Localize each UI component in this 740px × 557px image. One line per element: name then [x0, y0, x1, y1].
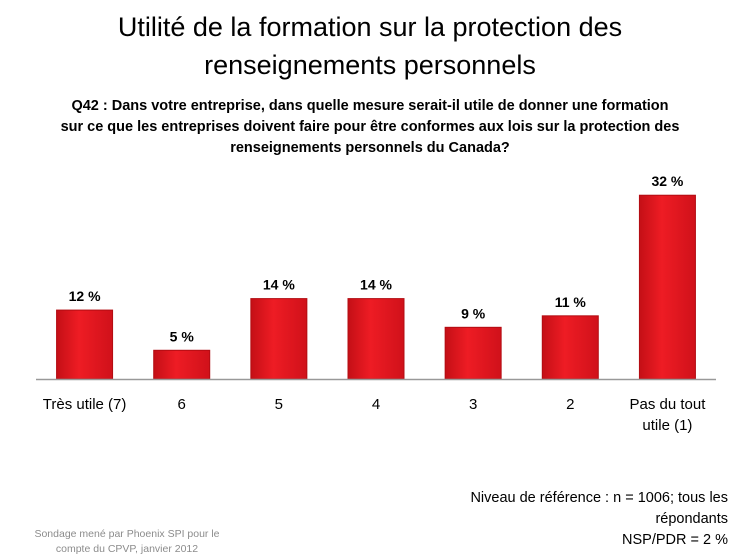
tick-label-7-line-1: Pas du tout	[629, 396, 706, 413]
bar-7	[638, 194, 696, 380]
bar-4	[347, 298, 405, 380]
data-label-3: 14 %	[263, 277, 295, 293]
question-text: Q42 : Dans votre entreprise, dans quelle…	[20, 96, 720, 159]
data-label-7: 32 %	[651, 173, 683, 189]
source-footnote-line-1: Sondage mené par Phoenix SPI pour le	[34, 528, 220, 540]
tick-label-3: 5	[275, 396, 283, 413]
source-footnote-line-2: compte du CPVP, janvier 2012	[55, 543, 199, 555]
data-label-4: 14 %	[360, 277, 392, 293]
sample-footnote-line-3: NSP/PDR = 2 %	[622, 532, 728, 548]
tick-label-2: 6	[178, 396, 186, 413]
question-line-2: sur ce que les entreprises doivent faire…	[60, 119, 680, 135]
bar-2	[153, 349, 211, 380]
data-label-6: 11 %	[555, 294, 587, 310]
tick-label-7-line-2: utile (1)	[642, 417, 692, 434]
bar-series	[56, 194, 696, 380]
tick-label-5: 3	[469, 396, 477, 413]
x-axis-tick-labels: Très utile (7) 6 5 4 3 2 Pas du tout utile (1)	[43, 396, 706, 434]
bar-1	[56, 309, 114, 380]
chart-title-line-1: Utilité de la formation sur la protectio…	[117, 12, 623, 42]
chart-title-line-2: renseignements personnels	[204, 50, 536, 80]
data-label-1: 12 %	[69, 288, 101, 304]
question-line-1: Q42 : Dans votre entreprise, dans quelle…	[71, 98, 669, 114]
data-labels: 12 % 5 % 14 % 14 % 9 % 11 % 32 %	[69, 173, 684, 344]
bar-6	[541, 315, 599, 380]
chart-title: Utilité de la formation sur la protectio…	[20, 8, 720, 84]
question-line-3: renseignements personnels du Canada?	[230, 140, 510, 156]
data-label-5: 9 %	[461, 305, 486, 321]
tick-label-1: Très utile (7)	[43, 396, 127, 413]
bar-3	[250, 298, 308, 380]
sample-footnote-line-1: Niveau de référence : n = 1006; tous les	[470, 490, 728, 506]
tick-label-6: 2	[566, 396, 574, 413]
data-label-2: 5 %	[170, 328, 195, 344]
tick-label-4: 4	[372, 396, 380, 413]
source-footnote: Sondage mené par Phoenix SPI pour le com…	[22, 527, 232, 557]
sample-footnote-line-2: répondants	[655, 511, 728, 527]
sample-footnote: Niveau de référence : n = 1006; tous les…	[408, 488, 728, 551]
bar-5	[444, 326, 502, 380]
